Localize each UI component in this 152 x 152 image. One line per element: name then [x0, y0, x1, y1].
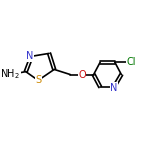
- Text: O: O: [78, 70, 86, 79]
- Text: NH$_2$: NH$_2$: [0, 68, 20, 81]
- Text: N: N: [110, 83, 118, 93]
- Text: S: S: [35, 75, 41, 85]
- Text: N: N: [26, 51, 34, 61]
- Text: Cl: Cl: [127, 57, 136, 67]
